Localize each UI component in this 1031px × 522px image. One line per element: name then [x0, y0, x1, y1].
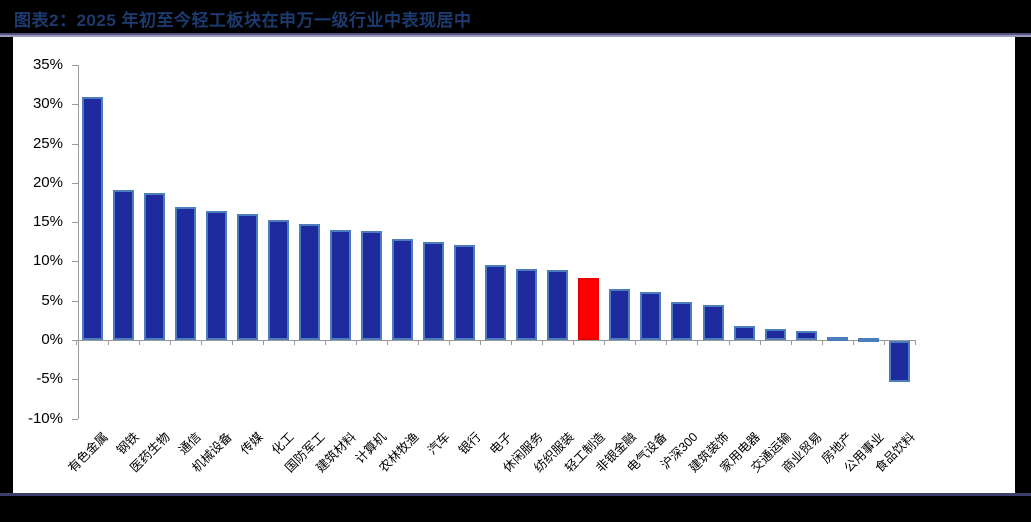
x-axis-tick [325, 340, 326, 345]
bar-计算机 [361, 231, 382, 340]
x-axis-tick [822, 340, 823, 345]
bar-chart-panel: 35% 30% 25% 20% 15% 10% 5% 0% -5% -10% 有色金属 钢铁 医药生物通… [13, 37, 1015, 493]
category-label-有色金属: 有色金属 [65, 429, 111, 476]
x-axis-tick [666, 340, 667, 345]
y-axis-tick [72, 379, 78, 380]
bar-家用电器 [734, 326, 755, 340]
x-axis-tick [201, 340, 202, 345]
category-label-银行: 银行 [456, 429, 484, 458]
x-axis-tick [108, 340, 109, 345]
x-axis-tick [139, 340, 140, 345]
x-axis-tick [356, 340, 357, 345]
y-axis-tick [72, 301, 78, 302]
bar-机械设备 [206, 211, 227, 340]
y-axis-tick-label: 0% [41, 331, 63, 348]
x-axis-tick [915, 340, 916, 345]
bar-交通运输 [765, 329, 786, 340]
bar-商业贸易 [796, 331, 817, 340]
x-axis-tick [853, 340, 854, 345]
x-axis-line [78, 340, 916, 341]
x-axis-tick [480, 340, 481, 345]
bar-化工 [268, 220, 289, 340]
x-axis-tick [170, 340, 171, 345]
y-axis-tick-label: 5% [41, 292, 63, 309]
bottom-divider-line [0, 493, 1031, 496]
y-axis-tick [72, 261, 78, 262]
bar-有色金属 [82, 97, 103, 340]
bar-建筑装饰 [703, 305, 724, 340]
y-axis-tick-label: 20% [32, 174, 63, 191]
x-axis-tick [263, 340, 264, 345]
y-axis-tick-label: 15% [32, 213, 63, 230]
y-axis-tick [72, 340, 78, 341]
y-axis-tick [72, 183, 78, 184]
x-axis-tick [604, 340, 605, 345]
figure-title: 图表2：2025 年初至今轻工板块在申万一级行业中表现居中 [14, 11, 472, 30]
bar-建筑材料 [330, 230, 351, 340]
bar-传媒 [237, 214, 258, 340]
x-axis-tick [418, 340, 419, 345]
y-axis-tick-label: 25% [32, 135, 63, 152]
y-axis-tick-label: 35% [32, 56, 63, 73]
bar-农林牧渔 [392, 239, 413, 340]
y-axis-tick [72, 419, 78, 420]
x-axis-tick [294, 340, 295, 345]
bar-沪深300 [671, 302, 692, 340]
bar-公用事业 [858, 338, 879, 342]
x-axis-tick [232, 340, 233, 345]
y-axis-tick [72, 104, 78, 105]
x-axis-tick [635, 340, 636, 345]
y-axis-tick [72, 222, 78, 223]
top-divider-line [0, 33, 1031, 37]
x-axis-tick [511, 340, 512, 345]
x-axis-tick [387, 340, 388, 345]
x-axis-tick [573, 340, 574, 345]
x-axis-tick [697, 340, 698, 345]
y-axis-tick-label: -5% [36, 370, 63, 387]
bar-非银金融 [609, 289, 630, 340]
bar-食品饮料 [889, 341, 910, 382]
bar-钢铁 [113, 190, 134, 340]
category-label-汽车: 汽车 [425, 429, 453, 458]
bar-纺织服装 [547, 270, 568, 340]
category-label-传媒: 传媒 [238, 429, 266, 458]
bar-国防军工 [299, 224, 320, 340]
x-axis-tick [760, 340, 761, 345]
bar-电气设备 [640, 292, 661, 340]
bar-汽车 [423, 242, 444, 340]
bar-通信 [175, 207, 196, 340]
bar-轻工制造 [578, 278, 599, 340]
y-axis-tick-label: -10% [27, 410, 63, 427]
bar-医药生物 [144, 193, 165, 340]
y-axis-tick [72, 144, 78, 145]
bar-银行 [454, 245, 475, 340]
bar-电子 [485, 265, 506, 340]
x-axis-tick [884, 340, 885, 345]
y-axis-line [78, 65, 79, 419]
bar-休闲服务 [516, 269, 537, 340]
x-axis-tick [542, 340, 543, 345]
x-axis-tick [449, 340, 450, 345]
x-axis-tick [729, 340, 730, 345]
bar-房地产 [827, 337, 848, 341]
y-axis-tick-label: 10% [32, 252, 63, 269]
x-axis-tick [76, 340, 77, 345]
y-axis-tick-label: 30% [32, 95, 63, 112]
y-axis-tick [72, 65, 78, 66]
x-axis-tick [791, 340, 792, 345]
